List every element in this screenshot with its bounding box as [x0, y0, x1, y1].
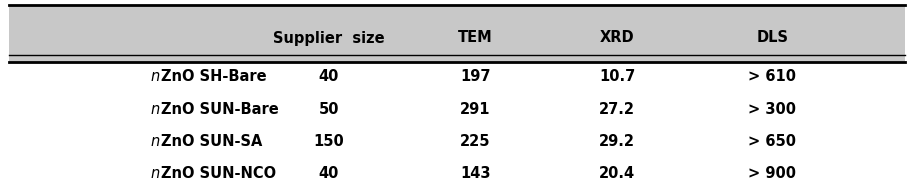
Text: $\it{n}$: $\it{n}$	[150, 166, 160, 181]
Text: 225: 225	[460, 134, 491, 149]
Text: 150: 150	[314, 134, 345, 149]
Text: TEM: TEM	[458, 31, 493, 45]
Bar	[9, 5, 905, 62]
Text: > 650: > 650	[749, 134, 796, 149]
Text: XRD: XRD	[600, 31, 634, 45]
Text: 197: 197	[460, 70, 491, 84]
Text: $\it{n}$: $\it{n}$	[150, 134, 160, 149]
Text: Supplier  size: Supplier size	[273, 31, 385, 45]
Text: > 900: > 900	[749, 166, 796, 181]
Text: > 610: > 610	[749, 70, 796, 84]
Text: ZnO SUN-Bare: ZnO SUN-Bare	[161, 102, 279, 117]
Text: $\it{n}$: $\it{n}$	[150, 102, 160, 117]
Text: 29.2: 29.2	[599, 134, 635, 149]
Text: ZnO SH-Bare: ZnO SH-Bare	[161, 70, 267, 84]
Text: 291: 291	[460, 102, 491, 117]
Text: 20.4: 20.4	[599, 166, 635, 181]
Text: ZnO SUN-NCO: ZnO SUN-NCO	[161, 166, 276, 181]
Text: DLS: DLS	[756, 31, 789, 45]
Text: 40: 40	[319, 166, 339, 181]
Text: > 300: > 300	[749, 102, 796, 117]
Text: ZnO SUN-SA: ZnO SUN-SA	[161, 134, 262, 149]
Text: 50: 50	[319, 102, 339, 117]
Text: $\it{n}$: $\it{n}$	[150, 70, 160, 84]
Text: 40: 40	[319, 70, 339, 84]
Text: 143: 143	[460, 166, 491, 181]
Text: 27.2: 27.2	[599, 102, 635, 117]
Text: 10.7: 10.7	[599, 70, 635, 84]
